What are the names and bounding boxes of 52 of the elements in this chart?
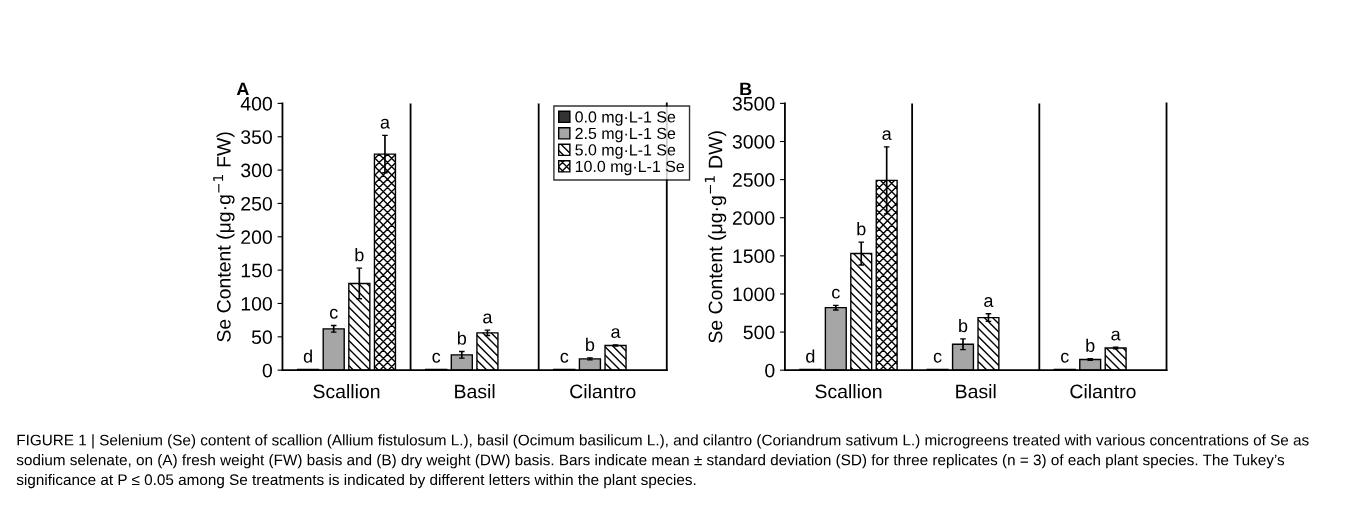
- y-tick-label: 0: [262, 363, 272, 378]
- legend-label: 2.5 mg·L-1 Se: [575, 127, 676, 143]
- data-label: b: [586, 337, 595, 352]
- data-label: c: [560, 352, 569, 363]
- caption: FIGURE 1 | Selenium (Se) content of scallion (Allium fistulosum L.), basil (Ocimum basilicum L.), and cilantro (Coriandrum sativum L.) microgreens treated with various concentrations of Se as sodium selenate, on (A) fresh weight (FW) basis and (B) dry weight (DW) basis. Bars indicate mean ± standard deviation (SD) for three replicates (n = 3) of each plant species. The Tukey’s significance at P ≤ 0.05 among Se treatments is indicated by different letters within the plant species.: [16, 434, 1309, 489]
- y-tick-label: 3000: [732, 134, 775, 149]
- data-label: c: [432, 352, 441, 363]
- data-label: a: [380, 118, 390, 129]
- data-label: b: [457, 331, 467, 345]
- x-tick-label: Cilantro: [570, 384, 636, 399]
- y-tick-label: 1000: [733, 287, 775, 302]
- legend-label: 10.0 mg·L-1 Se: [575, 160, 685, 176]
- data-label: a: [483, 313, 493, 324]
- x-tick-label: Basil: [956, 384, 996, 399]
- data-label: d: [806, 349, 815, 363]
- y-tick-label: 150: [241, 263, 272, 278]
- y-tick-label: 2500: [732, 173, 775, 187]
- y-tick-label: 400: [240, 96, 272, 111]
- data-label: a: [611, 328, 621, 339]
- y-tick-label: 350: [241, 130, 272, 144]
- legend-label: 5.0 mg·L-1 Se: [575, 144, 676, 159]
- data-label: c: [832, 288, 840, 299]
- y-tick-label: 500: [743, 325, 775, 340]
- y-axis-title: Se Content (μg·g$^{−1}$ DW): [704, 131, 727, 343]
- y-tick-label: 1500: [733, 249, 775, 264]
- data-label: c: [933, 352, 942, 363]
- chart-title: A: [236, 82, 249, 96]
- y-tick-label: 100: [241, 296, 272, 311]
- y-axis-title: Se Content (μg·g$^{−1}$ FW): [213, 132, 235, 342]
- y-tick-label: 200: [241, 230, 272, 245]
- legend-label: 0.0 mg·L-1 Se: [575, 111, 676, 126]
- data-label: a: [984, 297, 994, 307]
- data-label: a: [1111, 330, 1121, 341]
- y-tick-label: 250: [241, 196, 272, 211]
- data-label: c: [329, 308, 338, 319]
- y-tick-label: 3500: [732, 96, 775, 111]
- x-tick-label: Cilantro: [1070, 384, 1136, 399]
- data-label: a: [882, 130, 892, 141]
- x-tick-label: Scallion: [313, 384, 380, 399]
- data-label: b: [857, 222, 866, 236]
- data-label: b: [1086, 338, 1095, 352]
- x-tick-label: Scallion: [815, 384, 882, 399]
- data-label: b: [355, 248, 364, 262]
- y-tick-label: 300: [241, 163, 272, 178]
- y-tick-label: 2000: [732, 211, 775, 225]
- x-tick-label: Basil: [455, 384, 495, 399]
- data-label: d: [303, 349, 312, 363]
- y-tick-label: 50: [251, 330, 272, 345]
- y-tick-label: 0: [765, 363, 775, 378]
- data-label: b: [959, 318, 968, 333]
- data-label: c: [1061, 352, 1069, 363]
- chart-title: B: [740, 82, 752, 96]
